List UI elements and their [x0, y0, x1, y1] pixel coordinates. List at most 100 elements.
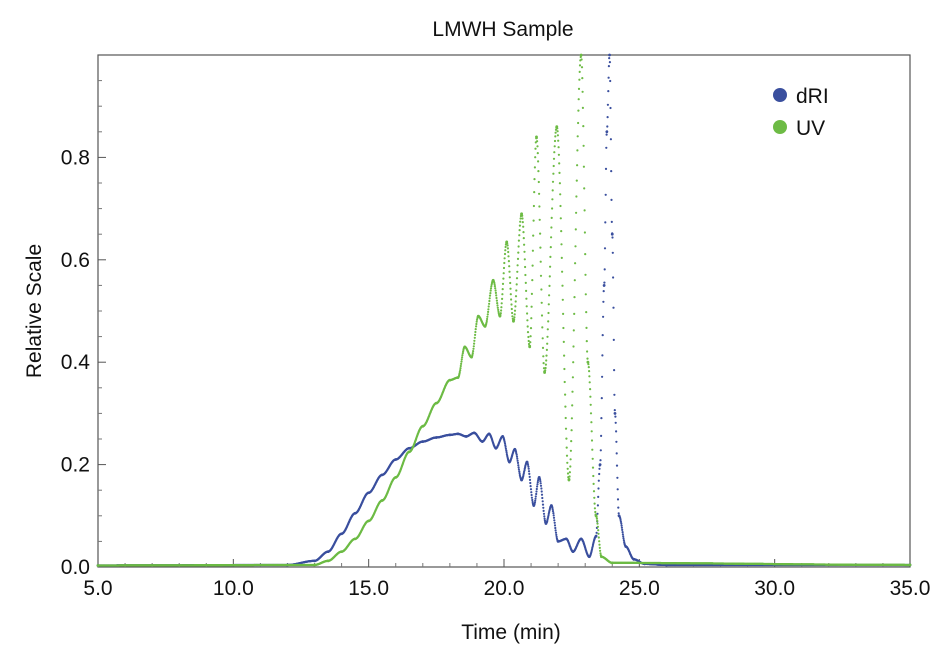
trace-dot [474, 330, 477, 334]
trace-dot [589, 388, 592, 391]
trace-dot [519, 217, 522, 220]
plot-frame [97, 54, 911, 568]
trace-dot [514, 305, 517, 308]
trace-dot [500, 309, 503, 312]
trace-dot [496, 306, 499, 309]
trace-dot [561, 270, 564, 273]
trace-dot [582, 125, 585, 128]
trace-dot [554, 135, 557, 138]
trace-dot [610, 198, 613, 201]
trace-dot [609, 138, 613, 141]
trace-dot [617, 506, 620, 509]
trace-dot [475, 325, 478, 328]
trace-dot [592, 482, 595, 485]
trace-dot [601, 334, 604, 337]
trace-dot [486, 313, 489, 316]
trace-dot [529, 488, 533, 491]
trace-dot [595, 531, 598, 534]
trace-dot [609, 106, 612, 110]
trace-dot [536, 152, 539, 155]
trace-dot [541, 496, 544, 500]
trace-dot [561, 298, 564, 301]
trace-dot [517, 466, 520, 469]
trace-dot [610, 220, 613, 223]
trace-dot [606, 116, 609, 119]
trace-dot [535, 487, 538, 491]
trace-dot [529, 335, 532, 338]
trace-dot [545, 359, 548, 362]
trace-dot [595, 534, 598, 537]
trace-dot [622, 537, 625, 540]
trace-dot [612, 276, 615, 279]
trace-dot [608, 61, 612, 64]
trace-dot [553, 521, 556, 524]
trace-dot [597, 536, 600, 539]
trace-dot [551, 207, 554, 210]
trace-dot [612, 338, 615, 341]
trace-dot [538, 205, 541, 208]
trace-dot [568, 471, 572, 474]
trace-dot [534, 499, 537, 502]
trace-dot [494, 287, 497, 290]
trace-dot [501, 288, 504, 291]
trace-dot [521, 221, 524, 224]
trace-dot [503, 442, 507, 445]
trace-dot [588, 381, 591, 384]
trace-dot [557, 139, 560, 142]
trace-dot [597, 479, 600, 482]
trace-dot [612, 306, 615, 309]
trace-dot [515, 289, 518, 292]
trace-dot [542, 362, 545, 365]
trace-dot [505, 449, 508, 452]
trace-dot [459, 369, 462, 372]
trace-dot [494, 291, 497, 294]
trace-dot [616, 488, 619, 491]
trace-dot [524, 265, 527, 269]
trace-dot [460, 362, 463, 365]
trace-dot [515, 453, 518, 456]
trace-dot [565, 454, 569, 457]
trace-dot [577, 98, 580, 101]
trace-dot [611, 236, 614, 239]
trace-dot [459, 364, 462, 368]
trace-dot [574, 228, 577, 231]
trace-dot [595, 517, 599, 520]
trace-dot [565, 446, 568, 449]
trace-dot [538, 192, 541, 195]
trace-dot [608, 57, 611, 60]
trace-dot [551, 510, 555, 513]
trace-dot [517, 464, 520, 467]
trace-dot [525, 297, 528, 300]
trace-dot [613, 409, 616, 412]
trace-dot [534, 156, 537, 159]
trace-dot [509, 287, 512, 290]
trace-dot [603, 268, 606, 271]
trace-dot [573, 296, 576, 299]
trace-dot [508, 270, 511, 273]
trace-dot [590, 421, 593, 424]
trace-dot [509, 293, 512, 296]
trace-dot [530, 305, 533, 308]
x-tick-label: 35.0 [890, 577, 931, 600]
trace-dot [504, 249, 507, 252]
trace-dot [591, 448, 594, 451]
trace-dot [489, 287, 493, 290]
trace-dot [554, 531, 558, 534]
trace-dot [531, 498, 534, 502]
trace-dot [534, 497, 537, 500]
trace-dot [548, 275, 551, 278]
trace-dot [559, 217, 562, 220]
trace-dot [506, 244, 509, 247]
trace-dot [501, 293, 504, 296]
trace-dot [570, 417, 574, 420]
trace-dot [514, 300, 517, 303]
trace-dot [564, 405, 567, 408]
trace-dot [552, 172, 555, 175]
trace-dot [536, 140, 539, 143]
trace-dot [549, 246, 552, 249]
trace-dot [570, 440, 573, 443]
trace-dot [621, 528, 624, 532]
trace-dot [576, 135, 579, 138]
trace-dot [551, 189, 554, 192]
trace-dot [541, 326, 544, 329]
